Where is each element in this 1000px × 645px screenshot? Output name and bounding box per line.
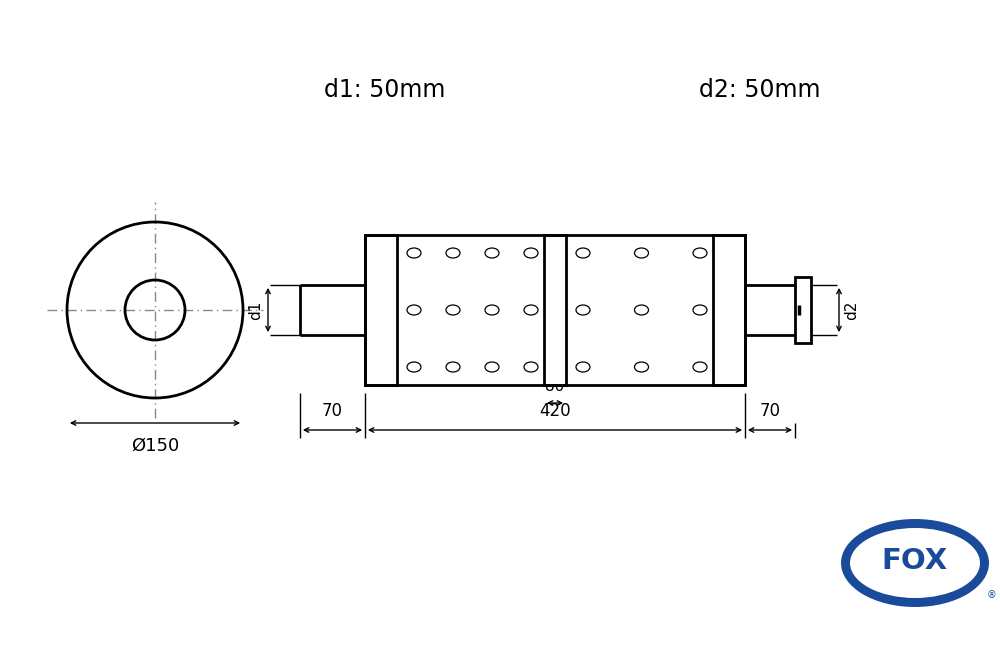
- Ellipse shape: [841, 519, 989, 607]
- Bar: [365, 235, 397, 385]
- Bar: [365, 235, 745, 385]
- Text: d1: 50mm: d1: 50mm: [324, 78, 446, 102]
- Text: d1: d1: [248, 301, 263, 320]
- Text: ®: ®: [986, 590, 996, 600]
- Bar: [365, 235, 397, 385]
- Text: 70: 70: [760, 402, 780, 420]
- Text: 80: 80: [545, 379, 565, 394]
- Bar: [544, 235, 566, 385]
- Text: d2: d2: [844, 301, 859, 320]
- Bar: [544, 235, 566, 385]
- Bar: [795, 277, 811, 343]
- Text: 70: 70: [322, 402, 343, 420]
- Ellipse shape: [850, 528, 980, 598]
- Bar: [365, 235, 745, 385]
- Text: 420: 420: [539, 402, 571, 420]
- Text: Ø150: Ø150: [131, 437, 179, 455]
- Bar: [713, 235, 745, 385]
- Text: FOX: FOX: [882, 547, 948, 575]
- Text: d2: 50mm: d2: 50mm: [699, 78, 821, 102]
- Bar: [713, 235, 745, 385]
